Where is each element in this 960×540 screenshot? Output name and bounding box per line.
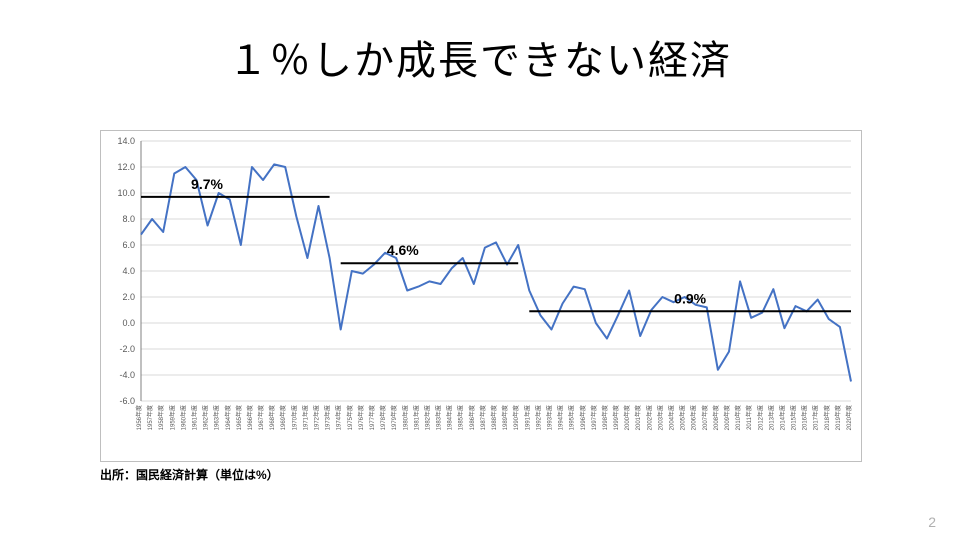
svg-text:1985年度: 1985年度	[457, 405, 465, 430]
svg-text:2003年度: 2003年度	[656, 405, 664, 430]
svg-text:1981年度: 1981年度	[412, 405, 420, 430]
svg-text:2002年度: 2002年度	[645, 405, 653, 430]
svg-text:1991年度: 1991年度	[523, 405, 531, 430]
svg-text:2015年度: 2015年度	[790, 405, 798, 430]
svg-text:1965年度: 1965年度	[235, 405, 243, 430]
svg-text:2008年度: 2008年度	[712, 405, 720, 430]
svg-text:2009年度: 2009年度	[723, 405, 731, 430]
svg-text:1988年度: 1988年度	[490, 405, 498, 430]
svg-text:1971年度: 1971年度	[301, 405, 309, 430]
svg-text:1972年度: 1972年度	[313, 405, 321, 430]
svg-text:1957年度: 1957年度	[146, 405, 154, 430]
svg-text:-2.0: -2.0	[119, 344, 135, 354]
svg-text:1990年度: 1990年度	[512, 405, 520, 430]
svg-text:2011年度: 2011年度	[745, 405, 753, 430]
svg-text:1980年度: 1980年度	[401, 405, 409, 430]
svg-text:1989年度: 1989年度	[501, 405, 509, 430]
svg-text:2006年度: 2006年度	[690, 405, 698, 430]
svg-text:-4.0: -4.0	[119, 370, 135, 380]
svg-text:6.0: 6.0	[122, 240, 135, 250]
slide: １％しか成長できない経済 -6.0 -4.0 -2.0 0.0 2.0 4.0 6.0 8.0…	[0, 0, 960, 540]
svg-text:1974年度: 1974年度	[335, 405, 343, 430]
svg-text:1970年度: 1970年度	[290, 405, 298, 430]
svg-text:4.6%: 4.6%	[387, 242, 419, 258]
svg-text:1962年度: 1962年度	[202, 405, 210, 430]
svg-text:1997年度: 1997年度	[590, 405, 598, 430]
svg-text:1967年度: 1967年度	[257, 405, 265, 430]
svg-text:1958年度: 1958年度	[157, 405, 165, 430]
svg-text:9.7%: 9.7%	[191, 176, 223, 192]
svg-text:1999年度: 1999年度	[612, 405, 620, 430]
svg-text:2013年度: 2013年度	[767, 405, 775, 430]
svg-text:2014年度: 2014年度	[778, 405, 786, 430]
svg-text:1993年度: 1993年度	[545, 405, 553, 430]
svg-text:2020年度: 2020年度	[845, 405, 853, 430]
growth-chart: -6.0 -4.0 -2.0 0.0 2.0 4.0 6.0 8.0 10.0 12.0 14.0 1…	[100, 130, 862, 462]
chart-svg: -6.0 -4.0 -2.0 0.0 2.0 4.0 6.0 8.0 10.0 12.0 14.0 1…	[101, 131, 861, 461]
svg-text:2007年度: 2007年度	[701, 405, 709, 430]
svg-text:1977年度: 1977年度	[368, 405, 376, 430]
svg-text:1987年度: 1987年度	[479, 405, 487, 430]
svg-text:1979年度: 1979年度	[390, 405, 398, 430]
svg-text:2010年度: 2010年度	[734, 405, 742, 430]
svg-text:8.0: 8.0	[122, 214, 135, 224]
svg-text:0.0: 0.0	[122, 318, 135, 328]
svg-text:1973年度: 1973年度	[324, 405, 332, 430]
svg-text:1984年度: 1984年度	[446, 405, 454, 430]
svg-text:1982年度: 1982年度	[423, 405, 431, 430]
svg-text:1963年度: 1963年度	[213, 405, 221, 430]
svg-text:2004年度: 2004年度	[668, 405, 676, 430]
svg-text:1995年度: 1995年度	[568, 405, 576, 430]
svg-text:1992年度: 1992年度	[534, 405, 542, 430]
svg-text:1960年度: 1960年度	[179, 405, 187, 430]
svg-text:14.0: 14.0	[117, 136, 135, 146]
svg-text:1976年度: 1976年度	[357, 405, 365, 430]
svg-text:1964年度: 1964年度	[224, 405, 232, 430]
svg-text:1969年度: 1969年度	[279, 405, 287, 430]
svg-text:2000年度: 2000年度	[623, 405, 631, 430]
svg-text:1975年度: 1975年度	[346, 405, 354, 430]
svg-text:1994年度: 1994年度	[557, 405, 565, 430]
svg-text:2001年度: 2001年度	[634, 405, 642, 430]
svg-text:2005年度: 2005年度	[679, 405, 687, 430]
svg-text:1978年度: 1978年度	[379, 405, 387, 430]
svg-text:1968年度: 1968年度	[268, 405, 276, 430]
svg-text:4.0: 4.0	[122, 266, 135, 276]
svg-text:0.9%: 0.9%	[674, 290, 706, 306]
svg-text:1986年度: 1986年度	[468, 405, 476, 430]
svg-text:10.0: 10.0	[117, 188, 135, 198]
svg-text:-6.0: -6.0	[119, 396, 135, 406]
page-title: １％しか成長できない経済	[0, 28, 960, 86]
svg-text:1983年度: 1983年度	[435, 405, 443, 430]
svg-text:2017年度: 2017年度	[812, 405, 820, 430]
svg-text:2019年度: 2019年度	[834, 405, 842, 430]
svg-text:1966年度: 1966年度	[246, 405, 254, 430]
svg-text:12.0: 12.0	[117, 162, 135, 172]
svg-text:2018年度: 2018年度	[823, 405, 831, 430]
svg-text:1956年度: 1956年度	[135, 405, 143, 430]
svg-text:1959年度: 1959年度	[168, 405, 176, 430]
svg-text:1998年度: 1998年度	[601, 405, 609, 430]
svg-text:1961年度: 1961年度	[190, 405, 198, 430]
svg-text:2.0: 2.0	[122, 292, 135, 302]
svg-text:2016年度: 2016年度	[801, 405, 809, 430]
svg-text:1996年度: 1996年度	[579, 405, 587, 430]
source-label: 出所：国民経済計算（単位は%）	[100, 466, 279, 483]
svg-text:2012年度: 2012年度	[756, 405, 764, 430]
page-number: 2	[928, 514, 936, 530]
